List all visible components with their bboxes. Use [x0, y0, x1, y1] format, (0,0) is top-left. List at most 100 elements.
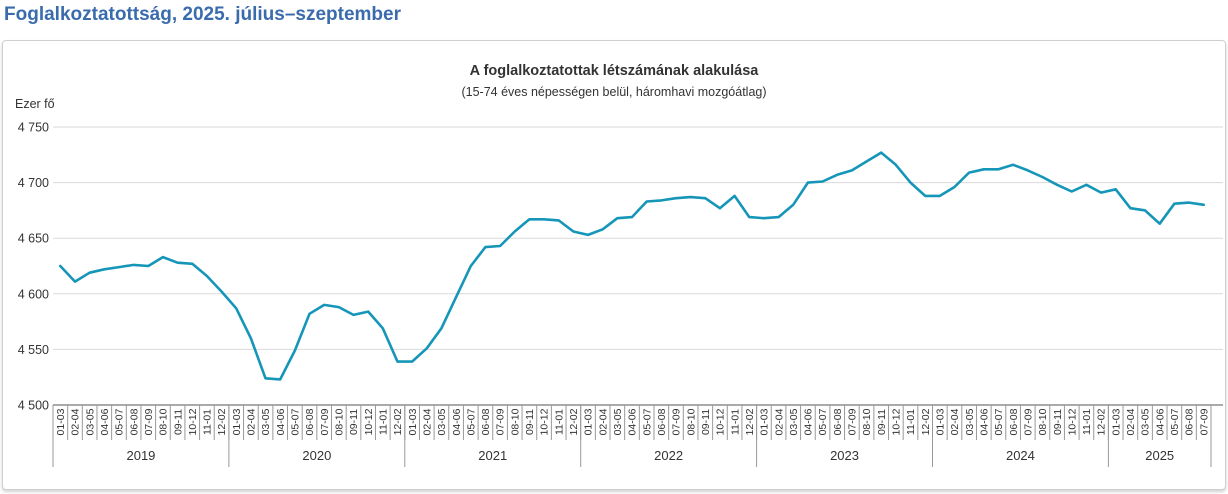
x-tick-label: 12-02 — [1096, 408, 1108, 435]
x-tick-label: 01-03 — [583, 408, 595, 435]
employment-series-line — [58, 151, 1205, 381]
y-tick-label: 4 550 — [18, 343, 49, 357]
x-tick-label: 08-10 — [509, 408, 521, 435]
x-tick-label: 04-06 — [803, 408, 815, 435]
x-tick-label: 04-06 — [99, 408, 111, 435]
x-tick-label: 07-09 — [1022, 408, 1034, 435]
x-tick-label: 01-03 — [1110, 408, 1122, 435]
y-tick-label: 4 600 — [18, 287, 49, 301]
chart-card: A foglalkoztatottak létszámának alakulás… — [2, 40, 1226, 490]
x-tick-label: 02-04 — [70, 408, 82, 435]
x-tick-label: 03-05 — [964, 408, 976, 435]
x-tick-label: 06-08 — [1184, 408, 1196, 435]
x-tick-label: 05-07 — [641, 408, 653, 435]
year-label: 2020 — [302, 448, 331, 463]
x-tick-label: 03-05 — [84, 408, 96, 435]
x-tick-label: 07-09 — [847, 408, 859, 435]
x-tick-label: 11-01 — [553, 409, 565, 435]
y-tick-label: 4 700 — [18, 176, 49, 190]
x-tick-label: 09-11 — [1052, 409, 1064, 435]
x-tick-label: 07-09 — [143, 408, 155, 435]
x-tick-label: 09-11 — [348, 409, 360, 435]
x-tick-label: 09-11 — [876, 409, 888, 435]
x-tick-label: 10-12 — [715, 408, 727, 435]
x-tick-label: 07-09 — [671, 408, 683, 435]
x-tick-label: 02-04 — [421, 408, 433, 435]
y-tick-label: 4 650 — [18, 232, 49, 246]
year-label: 2024 — [1006, 448, 1035, 463]
x-tick-label: 10-12 — [891, 408, 903, 435]
x-tick-label: 05-07 — [114, 408, 126, 435]
x-tick-label: 07-09 — [495, 408, 507, 435]
x-tick-label: 03-05 — [612, 408, 624, 435]
x-tick-label: 11-01 — [729, 409, 741, 435]
x-tick-label: 06-08 — [1008, 408, 1020, 435]
x-tick-label: 07-09 — [319, 408, 331, 435]
y-axis-unit-label: Ezer fő — [15, 97, 55, 111]
year-label: 2019 — [126, 448, 155, 463]
x-tick-label: 05-07 — [465, 408, 477, 435]
x-tick-label: 05-07 — [290, 408, 302, 435]
x-tick-label: 12-02 — [920, 408, 932, 435]
x-tick-label: 10-12 — [187, 408, 199, 435]
x-tick-label: 12-02 — [216, 408, 228, 435]
x-tick-label: 02-04 — [773, 408, 785, 435]
x-tick-label: 03-05 — [260, 408, 272, 435]
x-tick-label: 08-10 — [334, 408, 346, 435]
x-tick-label: 10-12 — [539, 408, 551, 435]
x-tick-label: 10-12 — [1066, 408, 1078, 435]
x-tick-label: 02-04 — [246, 408, 258, 435]
y-tick-label: 4 750 — [18, 121, 49, 135]
x-tick-label: 05-07 — [993, 408, 1005, 435]
x-tick-label: 12-02 — [744, 408, 756, 435]
year-label: 2021 — [478, 448, 507, 463]
x-tick-label: 08-10 — [158, 408, 170, 435]
x-tick-label: 12-02 — [392, 408, 404, 435]
x-tick-label: 09-11 — [172, 409, 184, 435]
x-tick-label: 04-06 — [1154, 408, 1166, 435]
year-label: 2025 — [1145, 448, 1174, 463]
page-title: Foglalkoztatottság, 2025. július–szeptem… — [4, 4, 401, 25]
y-tick-label: 4 500 — [18, 399, 49, 413]
x-tick-label: 09-11 — [700, 409, 712, 435]
year-label: 2022 — [654, 448, 683, 463]
x-tick-label: 01-03 — [407, 408, 419, 435]
x-tick-label: 11-01 — [905, 409, 917, 435]
year-label: 2023 — [830, 448, 859, 463]
x-tick-label: 04-06 — [627, 408, 639, 435]
x-tick-label: 02-04 — [597, 408, 609, 435]
x-tick-label: 06-08 — [304, 408, 316, 435]
x-tick-label: 02-04 — [949, 408, 961, 435]
chart-title: A foglalkoztatottak létszámának alakulás… — [469, 63, 759, 79]
x-tick-label: 06-08 — [656, 408, 668, 435]
x-tick-label: 04-06 — [275, 408, 287, 435]
x-tick-label: 01-03 — [934, 408, 946, 435]
x-tick-label: 10-12 — [363, 408, 375, 435]
x-tick-label: 07-09 — [1198, 408, 1210, 435]
x-tick-label: 08-10 — [1037, 408, 1049, 435]
x-tick-label: 11-01 — [1081, 409, 1093, 435]
x-tick-label: 11-01 — [202, 409, 214, 435]
x-tick-label: 09-11 — [524, 409, 536, 435]
x-tick-label: 05-07 — [817, 408, 829, 435]
x-tick-label: 05-07 — [1169, 408, 1181, 435]
x-tick-label: 04-06 — [451, 408, 463, 435]
x-tick-label: 03-05 — [436, 408, 448, 435]
x-tick-label: 04-06 — [978, 408, 990, 435]
x-tick-label: 06-08 — [832, 408, 844, 435]
x-tick-label: 08-10 — [685, 408, 697, 435]
x-tick-label: 03-05 — [1140, 408, 1152, 435]
x-tick-label: 12-02 — [568, 408, 580, 435]
x-tick-label: 01-03 — [231, 408, 243, 435]
chart-subtitle: (15-74 éves népességen belül, háromhavi … — [461, 85, 767, 99]
x-tick-label: 01-03 — [759, 408, 771, 435]
x-tick-label: 11-01 — [377, 409, 389, 435]
x-tick-label: 06-08 — [480, 408, 492, 435]
x-tick-label: 08-10 — [861, 408, 873, 435]
x-tick-label: 06-08 — [128, 408, 140, 435]
x-tick-label: 02-04 — [1125, 408, 1137, 435]
x-tick-label: 01-03 — [55, 408, 67, 435]
x-tick-label: 03-05 — [788, 408, 800, 435]
